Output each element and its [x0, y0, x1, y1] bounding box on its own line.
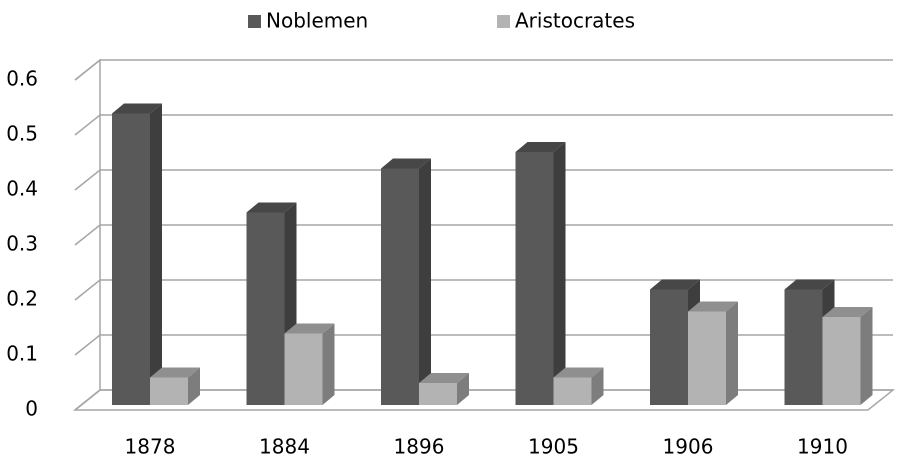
- grid-line: [74, 224, 893, 246]
- bar-top: [246, 202, 297, 213]
- bar-side: [322, 323, 335, 405]
- y-tick-label: 0.2: [6, 287, 38, 311]
- bar: [553, 367, 604, 405]
- bar: [284, 323, 335, 405]
- bar-front: [150, 377, 188, 405]
- bar-top: [381, 158, 431, 169]
- bar-side: [419, 158, 431, 405]
- bar: [515, 142, 566, 405]
- bar-front: [246, 212, 285, 405]
- y-tick-label: 0.6: [6, 67, 38, 91]
- bar-side: [553, 142, 566, 405]
- bar-side: [860, 307, 873, 405]
- x-tick-label: 1896: [394, 435, 445, 459]
- bar-front: [112, 113, 150, 405]
- bar-top: [112, 103, 162, 114]
- bar-top: [150, 367, 200, 378]
- bar-top: [419, 373, 469, 383]
- bar-front: [284, 333, 323, 405]
- bar: [822, 307, 873, 405]
- bar: [112, 103, 162, 405]
- bar-top: [822, 307, 873, 317]
- legend-label: Aristocrates: [515, 9, 635, 33]
- y-tick-label: 0.1: [6, 342, 38, 366]
- bar: [419, 373, 469, 405]
- bar-side: [726, 301, 738, 405]
- bar-front: [822, 317, 861, 405]
- y-tick-label: 0.4: [6, 177, 38, 201]
- grid-line: [74, 169, 893, 191]
- bar-side: [457, 373, 469, 405]
- bar-front: [784, 289, 823, 405]
- x-tick-label: 1878: [125, 435, 176, 459]
- bar-side: [150, 103, 162, 405]
- grid-line: [74, 334, 893, 356]
- y-tick-label: 0.5: [6, 122, 38, 146]
- grid-line: [74, 114, 893, 136]
- legend-label: Noblemen: [266, 9, 368, 33]
- bar-front: [515, 152, 554, 405]
- bar-top: [515, 142, 566, 152]
- bar-front: [650, 289, 688, 405]
- grid-line: [74, 279, 893, 301]
- bar-front: [688, 311, 726, 405]
- bar: [381, 158, 431, 405]
- bar-top: [284, 323, 335, 334]
- grid-line: [74, 389, 893, 411]
- bar-side: [188, 367, 200, 405]
- grid-line: [74, 59, 893, 81]
- bar-side: [591, 367, 604, 405]
- bar-front: [381, 168, 419, 405]
- bar: [688, 301, 738, 405]
- legend-swatch: [497, 15, 510, 28]
- y-tick-label: 0.3: [6, 232, 38, 256]
- bar-top: [784, 279, 835, 290]
- legend-swatch: [248, 15, 261, 28]
- x-tick-label: 1884: [259, 435, 310, 459]
- bar-top: [553, 367, 604, 378]
- x-tick-label: 1910: [797, 435, 848, 459]
- x-tick-label: 1905: [528, 435, 579, 459]
- bar-front: [419, 383, 457, 405]
- y-tick-label: 0: [25, 397, 38, 421]
- bar-top: [688, 301, 738, 312]
- bar: [150, 367, 200, 405]
- x-tick-label: 1906: [663, 435, 714, 459]
- bar-top: [650, 279, 700, 290]
- bar-front: [553, 377, 592, 405]
